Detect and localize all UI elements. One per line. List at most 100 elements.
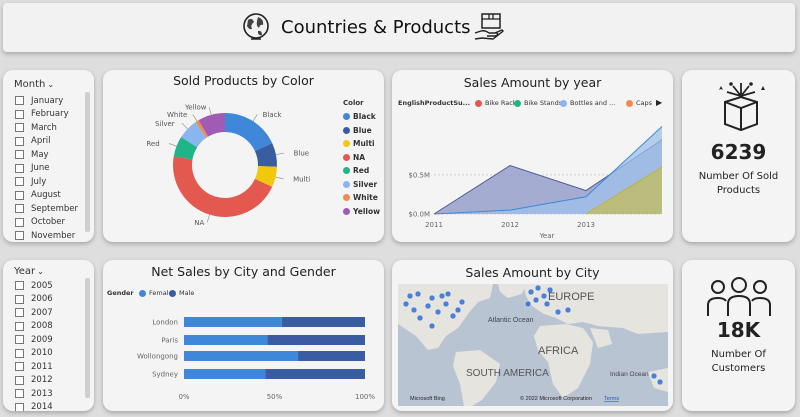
bar-female[interactable]	[184, 335, 268, 345]
area-legend-item[interactable]: Bike Racks	[475, 99, 520, 107]
month-option[interactable]: February	[15, 108, 69, 121]
donut-slice-silver[interactable]	[181, 122, 207, 148]
map-city-dot[interactable]	[428, 322, 436, 330]
checkbox[interactable]	[15, 281, 24, 290]
map-city-dot[interactable]	[442, 300, 450, 308]
map-terms-link[interactable]: Terms	[604, 396, 619, 402]
map-city-dot[interactable]	[449, 312, 457, 320]
month-option[interactable]: May	[15, 148, 49, 161]
donut-slice-multi[interactable]	[254, 166, 277, 187]
bar-male[interactable]	[298, 351, 365, 361]
map-city-dot[interactable]	[527, 288, 535, 296]
map-city-dot[interactable]	[416, 314, 424, 322]
donut-legend-item[interactable]: Red	[343, 166, 369, 175]
donut-legend-item[interactable]: NA	[343, 153, 365, 162]
area-chart[interactable]: $0.0M $0.5M 2011 2012 2013 Year	[392, 70, 673, 242]
area-series-fill[interactable]	[434, 126, 662, 214]
area-legend-item[interactable]: Caps	[626, 99, 652, 107]
checkbox[interactable]	[15, 389, 24, 398]
checkbox[interactable]	[15, 375, 24, 385]
map-city-dot[interactable]	[428, 294, 436, 302]
bar-legend-item[interactable]: Male	[169, 289, 194, 297]
map-city-dot[interactable]	[524, 300, 532, 308]
checkbox[interactable]	[15, 402, 24, 411]
year-slicer[interactable]: Year ⌄ 2005 2006 2007 2008 2009 2010 2011 2012 20…	[3, 260, 94, 411]
checkbox[interactable]	[15, 217, 24, 227]
year-option[interactable]: 2007	[15, 306, 53, 319]
year-option[interactable]: 2008	[15, 320, 53, 333]
bar-female[interactable]	[184, 351, 299, 361]
year-option[interactable]: 2013	[15, 387, 53, 400]
checkbox[interactable]	[15, 321, 24, 331]
map-city-dot[interactable]	[414, 290, 422, 298]
checkbox[interactable]	[15, 136, 24, 146]
map-city-dot[interactable]	[410, 306, 418, 314]
map-city-dot[interactable]	[434, 308, 442, 316]
bar-male[interactable]	[281, 317, 365, 327]
checkbox[interactable]	[15, 362, 24, 371]
map-city-dot[interactable]	[532, 296, 540, 304]
checkbox[interactable]	[15, 335, 24, 344]
year-option[interactable]: 2011	[15, 360, 53, 373]
month-option[interactable]: August	[15, 189, 61, 202]
month-option[interactable]: July	[15, 175, 46, 188]
donut-slice-na[interactable]	[173, 156, 273, 218]
month-option[interactable]: June	[15, 162, 50, 175]
donut-slice-black[interactable]	[225, 113, 273, 152]
month-slicer-header[interactable]: Month ⌄	[14, 79, 54, 90]
checkbox[interactable]	[15, 150, 24, 159]
map-city-dot[interactable]	[444, 290, 452, 298]
bar-female[interactable]	[184, 369, 266, 379]
map-data-points[interactable]	[402, 284, 664, 386]
year-option[interactable]: 2005	[15, 279, 53, 292]
map-city-dot[interactable]	[534, 284, 542, 292]
bar-legend-item[interactable]: Female	[139, 289, 173, 297]
checkbox[interactable]	[15, 190, 24, 200]
bar-female[interactable]	[184, 317, 282, 327]
map-city-dot[interactable]	[564, 306, 572, 314]
map-city-dot[interactable]	[458, 298, 466, 306]
month-scrollbar[interactable]	[85, 92, 90, 232]
year-option[interactable]: 2014	[15, 401, 53, 411]
month-option[interactable]: March	[15, 121, 57, 134]
map-city-dot[interactable]	[650, 372, 658, 380]
donut-legend-item[interactable]: Multi	[343, 139, 375, 148]
donut-legend-item[interactable]: Blue	[343, 126, 372, 135]
checkbox[interactable]	[15, 294, 24, 304]
month-option[interactable]: September	[15, 202, 78, 215]
world-map[interactable]: EUROPE Atlantic Ocean AFRICA SOUTH AMERI…	[398, 284, 668, 406]
bar-male[interactable]	[267, 335, 365, 345]
checkbox[interactable]	[15, 109, 24, 119]
month-option[interactable]: January	[15, 94, 63, 107]
map-city-dot[interactable]	[406, 292, 414, 300]
year-option[interactable]: 2009	[15, 333, 53, 346]
checkbox[interactable]	[15, 348, 24, 358]
legend-next-icon[interactable]: ▶	[656, 98, 663, 107]
year-scrollbar[interactable]	[85, 278, 90, 398]
year-slicer-header[interactable]: Year ⌄	[14, 266, 44, 277]
month-option[interactable]: October	[15, 216, 65, 229]
checkbox[interactable]	[15, 163, 24, 173]
year-option[interactable]: 2010	[15, 347, 53, 360]
donut-slice-red[interactable]	[173, 137, 198, 160]
map-city-dot[interactable]	[454, 306, 462, 314]
donut-slice-yellow[interactable]	[198, 113, 225, 137]
map-city-dot[interactable]	[543, 300, 551, 308]
donut-legend-item[interactable]: Silver	[343, 180, 377, 189]
year-option[interactable]: 2006	[15, 293, 53, 306]
checkbox[interactable]	[15, 177, 24, 186]
checkbox[interactable]	[15, 123, 24, 132]
map-city-dot[interactable]	[424, 302, 432, 310]
month-option[interactable]: April	[15, 135, 50, 148]
map-city-dot[interactable]	[656, 378, 664, 386]
month-slicer[interactable]: Month ⌄ January February March April May June J…	[3, 70, 94, 242]
donut-legend-item[interactable]: Yellow	[343, 207, 380, 216]
map-city-dot[interactable]	[438, 292, 446, 300]
month-option[interactable]: November	[15, 229, 75, 242]
checkbox[interactable]	[15, 204, 24, 213]
map-city-dot[interactable]	[402, 300, 410, 308]
area-legend-item[interactable]: Bike Stands	[514, 99, 562, 107]
checkbox[interactable]	[15, 308, 24, 317]
map-city-dot[interactable]	[546, 286, 554, 294]
